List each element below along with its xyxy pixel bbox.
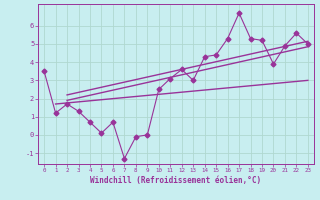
X-axis label: Windchill (Refroidissement éolien,°C): Windchill (Refroidissement éolien,°C): [91, 176, 261, 185]
